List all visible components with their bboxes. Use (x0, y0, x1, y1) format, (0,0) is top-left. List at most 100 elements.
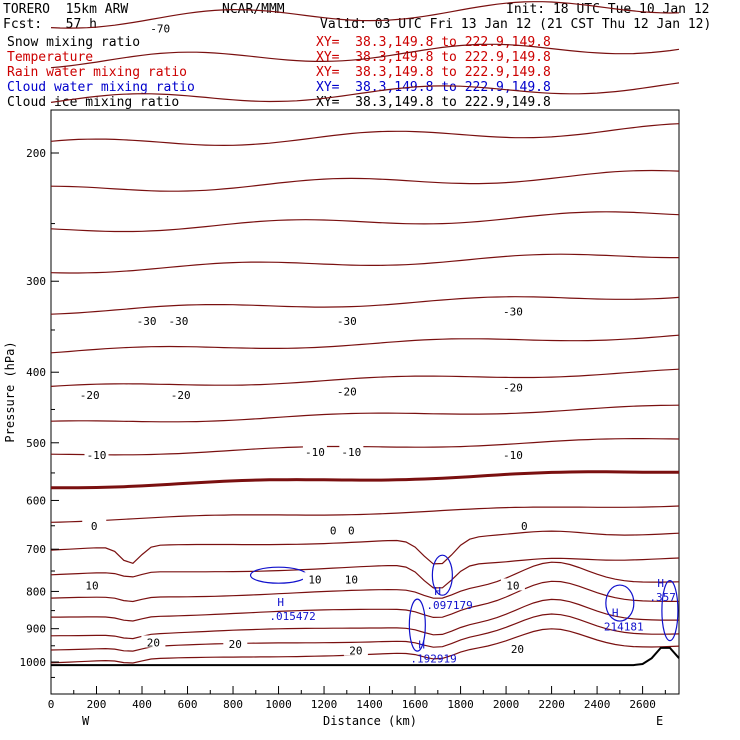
x-axis-label: Distance (km) (323, 714, 417, 728)
y-tick-label: 500 (26, 437, 46, 450)
isotherm (50, 557, 680, 589)
cloud-water-contour (249, 566, 308, 584)
y-tick-label: 700 (26, 543, 46, 556)
isotherm-label-bg (223, 637, 248, 650)
isotherm-label-bg (321, 523, 346, 536)
isotherm-label: 0 (91, 520, 98, 533)
y-tick-label: 800 (26, 585, 46, 598)
isotherm (50, 253, 679, 274)
organization: NCAR/MMM (222, 2, 285, 17)
model-name: TORERO 15km ARW (3, 2, 129, 17)
field-name-rain: Rain water mixing ratio (7, 65, 188, 80)
terrain-line (51, 646, 680, 667)
isotherm (51, 470, 680, 490)
plot-frame (50, 109, 680, 695)
isotherm (50, 82, 680, 103)
y-tick-label: 1000 (20, 656, 47, 669)
x-tick-label: 2200 (538, 698, 565, 711)
isotherm (50, 438, 680, 456)
cloud-max-value: 214181 (604, 621, 644, 634)
isotherm-label: 10 (308, 573, 321, 586)
isotherm-label: -30 (503, 305, 523, 318)
isotherm-label: 0 (330, 525, 337, 538)
isotherm (50, 561, 680, 603)
cloud-water-contour (431, 554, 453, 596)
cloud-max-value: .097179 (426, 599, 472, 612)
isotherm-label-bg (343, 643, 368, 656)
isotherm-label-bg (500, 448, 525, 461)
isotherm-label: -20 (171, 389, 191, 402)
x-tick-label: 1000 (265, 698, 292, 711)
isotherm-label-bg (339, 572, 364, 585)
isotherm (50, 1, 680, 29)
field-xy-snow: XY= 38.3,149.8 to 222.9,149.8 (316, 35, 551, 50)
x-tick-label: 200 (87, 698, 107, 711)
cloud-max-marker: H (434, 585, 441, 598)
isotherm-label-bg (334, 313, 359, 326)
isotherm-label-bg (79, 578, 104, 591)
isotherm-label: 10 (85, 579, 98, 592)
isotherm-label-bg (512, 518, 537, 531)
isotherm-label-bg (141, 635, 166, 648)
isotherm-label: -20 (337, 385, 357, 398)
field-xy-temperature: XY= 38.3,149.8 to 222.9,149.8 (316, 50, 551, 65)
x-tick-label: 1400 (356, 698, 383, 711)
isotherm-label: 20 (511, 643, 524, 656)
isotherm-label-bg (302, 445, 327, 458)
isotherm-label: 20 (147, 636, 160, 649)
isotherm-label-bg (339, 523, 364, 536)
x-tick-label: 1200 (311, 698, 338, 711)
x-tick-label: 1600 (402, 698, 429, 711)
cloud-water-contour (661, 580, 679, 642)
field-name-cloud-water: Cloud water mixing ratio (7, 80, 195, 95)
isotherm (50, 530, 680, 565)
cloud-max-marker: H (612, 607, 619, 620)
isotherm-label-bg (500, 380, 525, 393)
isotherm-label-bg (302, 572, 327, 585)
cloud-max-marker: H (418, 638, 425, 651)
field-name-snow: Snow mixing ratio (7, 35, 141, 50)
isotherm-label: -30 (168, 315, 188, 328)
x-tick-label: 2400 (584, 698, 611, 711)
isotherm-label-bg (82, 518, 107, 531)
cloud-max-value: .192919 (410, 652, 456, 665)
isotherm-labels: -79.54-70-30-30-30-30-20-20-20-20-10-10-… (77, 21, 537, 658)
isotherm-label: 10 (345, 573, 358, 586)
field-name-temperature: Temperature (7, 50, 94, 65)
isotherm-label: -20 (503, 382, 523, 395)
y-tick-label: 200 (26, 147, 46, 160)
x-tick-label: 0 (48, 698, 55, 711)
cloud-water-contour (605, 584, 635, 622)
isotherm-label-bg (77, 388, 102, 401)
isotherm-label: -20 (80, 389, 100, 402)
isotherm-label-bg (168, 388, 193, 401)
cloud-max-value: .357 (649, 591, 676, 604)
isotherm (50, 43, 680, 69)
cloud-max-value: .015472 (269, 610, 315, 623)
isotherm-label: 20 (349, 645, 362, 658)
isotherm-label: -10 (305, 446, 325, 459)
x-axis-west-label: W (82, 714, 90, 728)
x-tick-label: 800 (223, 698, 243, 711)
isotherm (50, 123, 680, 147)
isotherm (50, 598, 679, 640)
isotherm (50, 211, 680, 233)
y-tick-label: 600 (26, 494, 46, 507)
isotherm-label: 10 (506, 579, 519, 592)
x-tick-label: 400 (132, 698, 152, 711)
isotherm (50, 169, 680, 192)
y-tick-label: 300 (26, 275, 46, 288)
isotherm-label-bg (166, 313, 191, 326)
y-axis-label: Pressure (hPa) (3, 341, 17, 442)
isotherm-label: -10 (87, 449, 107, 462)
isotherm-label: -10 (341, 446, 361, 459)
x-tick-label: 2600 (629, 698, 656, 711)
isotherm-label: -30 (137, 315, 157, 328)
cloud-max-marker: H (277, 596, 284, 609)
isotherm-label-bg (339, 445, 364, 458)
x-tick-label: 600 (178, 698, 198, 711)
y-tick-label: 400 (26, 366, 46, 379)
isotherm (50, 368, 680, 387)
x-tick-label: 1800 (447, 698, 474, 711)
